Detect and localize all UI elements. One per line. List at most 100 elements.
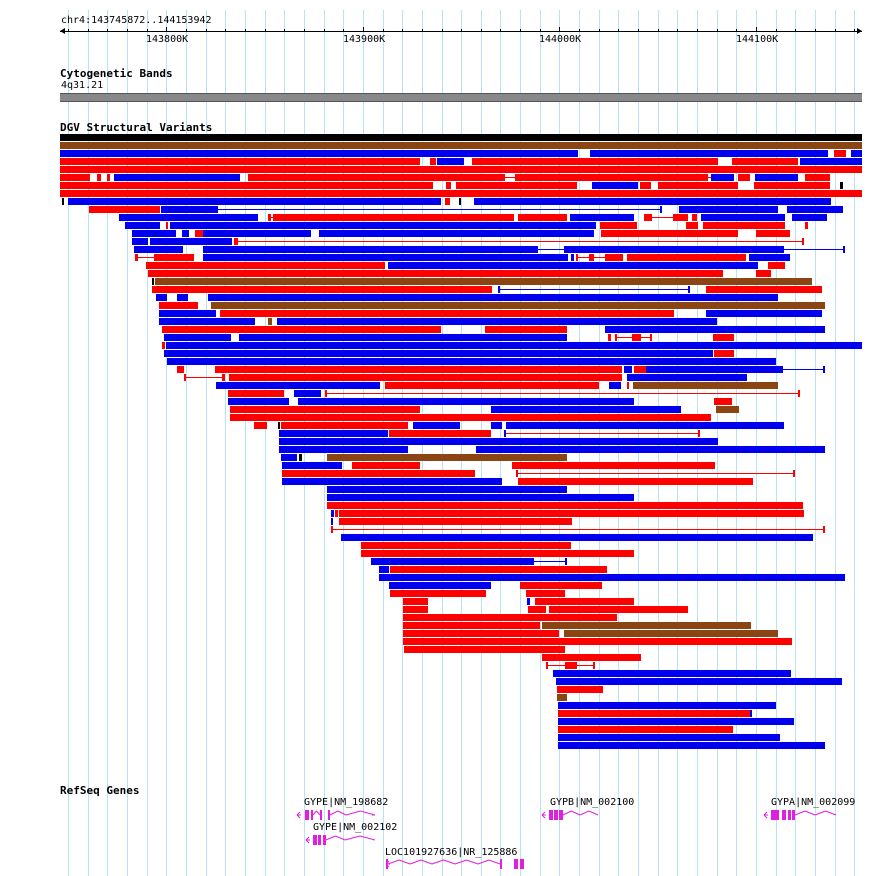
dgv-variant[interactable] — [159, 318, 255, 325]
dgv-variant[interactable] — [177, 366, 184, 373]
dgv-variant[interactable] — [125, 222, 160, 229]
dgv-variant[interactable] — [97, 174, 101, 181]
gene-exon[interactable] — [311, 810, 313, 820]
dgv-variant[interactable] — [403, 614, 617, 621]
dgv-variant[interactable] — [385, 382, 599, 389]
dgv-variant[interactable] — [542, 622, 751, 629]
dgv-variant[interactable] — [445, 198, 450, 205]
dgv-variant[interactable] — [184, 374, 186, 381]
dgv-variant[interactable] — [208, 294, 778, 301]
dgv-variant[interactable] — [589, 254, 594, 261]
dgv-variant[interactable] — [658, 182, 738, 189]
dgv-variant[interactable] — [716, 406, 739, 413]
dgv-variant[interactable] — [298, 398, 634, 405]
dgv-variant[interactable] — [229, 374, 622, 381]
dgv-variant[interactable] — [692, 214, 697, 221]
dgv-variant[interactable] — [325, 390, 327, 397]
dgv-variant[interactable] — [134, 246, 183, 253]
dgv-variant[interactable] — [512, 462, 715, 469]
gene-label-loc101927636[interactable]: LOC101927636|NR_125886 — [385, 847, 518, 858]
dgv-variant[interactable] — [162, 326, 441, 333]
dgv-variant[interactable] — [732, 158, 798, 165]
dgv-variant[interactable] — [228, 398, 289, 405]
dgv-variant[interactable] — [557, 686, 603, 693]
dgv-variant[interactable] — [714, 350, 734, 357]
dgv-variant[interactable] — [389, 582, 491, 589]
dgv-variant[interactable] — [805, 174, 830, 181]
dgv-variant[interactable] — [230, 406, 420, 413]
dgv-variant[interactable] — [182, 230, 189, 237]
dgv-variant[interactable] — [713, 334, 734, 341]
dgv-variant[interactable] — [698, 430, 700, 437]
dgv-variant[interactable] — [279, 446, 408, 453]
dgv-variant[interactable] — [787, 206, 843, 213]
dgv-variant[interactable] — [650, 334, 652, 341]
dgv-variant[interactable] — [281, 454, 297, 461]
dgv-variant[interactable] — [605, 326, 825, 333]
dgv-variant[interactable] — [60, 134, 862, 141]
dgv-variant[interactable] — [592, 182, 638, 189]
dgv-variant[interactable] — [277, 318, 717, 325]
gene-exon[interactable] — [788, 810, 791, 820]
dgv-variant[interactable] — [327, 494, 634, 501]
dgv-variant[interactable] — [282, 478, 502, 485]
dgv-variant[interactable] — [516, 470, 518, 477]
dgv-variant[interactable] — [339, 510, 804, 517]
dgv-variant[interactable] — [203, 230, 311, 237]
dgv-variant[interactable] — [164, 350, 713, 357]
dgv-variant[interactable] — [515, 174, 708, 181]
dgv-variant[interactable] — [549, 606, 688, 613]
dgv-variant[interactable] — [166, 222, 168, 229]
dgv-variant[interactable] — [840, 182, 843, 189]
dgv-variant[interactable] — [327, 502, 803, 509]
dgv-variant[interactable] — [430, 158, 436, 165]
dgv-variant[interactable] — [203, 254, 568, 261]
dgv-variant[interactable] — [107, 174, 110, 181]
dgv-variant[interactable] — [268, 214, 271, 221]
dgv-variant[interactable] — [331, 510, 334, 517]
dgv-variant[interactable] — [150, 238, 232, 245]
dgv-variant[interactable] — [279, 438, 718, 445]
dgv-variant[interactable] — [800, 158, 862, 165]
dgv-variant[interactable] — [843, 246, 845, 253]
dgv-variant[interactable] — [230, 414, 711, 421]
dgv-variant[interactable] — [749, 254, 790, 261]
dgv-variant[interactable] — [211, 302, 825, 309]
dgv-variant[interactable] — [558, 742, 825, 749]
dgv-variant[interactable] — [404, 646, 565, 653]
dgv-variant[interactable] — [627, 382, 629, 389]
dgv-variant[interactable] — [361, 542, 571, 549]
dgv-variant[interactable] — [615, 334, 617, 341]
gene-exon[interactable] — [320, 810, 322, 820]
dgv-variant[interactable] — [491, 406, 681, 413]
dgv-variant[interactable] — [526, 590, 565, 597]
dgv-variant[interactable] — [379, 574, 845, 581]
dgv-variant[interactable] — [403, 622, 540, 629]
dgv-variant[interactable] — [756, 270, 771, 277]
gene-exon[interactable] — [771, 810, 779, 820]
dgv-variant[interactable] — [456, 182, 577, 189]
gene-exon[interactable] — [313, 835, 317, 845]
gene-exon[interactable] — [386, 859, 388, 869]
dgv-variant[interactable] — [756, 230, 790, 237]
dgv-variant[interactable] — [352, 462, 420, 469]
dgv-variant[interactable] — [60, 190, 862, 197]
dgv-variant[interactable] — [388, 262, 758, 269]
dgv-variant[interactable] — [679, 206, 778, 213]
dgv-variant[interactable] — [161, 206, 218, 213]
gene-label-gype-1[interactable]: GYPE|NM_198682 — [304, 797, 389, 808]
dgv-variant[interactable] — [640, 182, 651, 189]
dgv-variant[interactable] — [60, 150, 578, 157]
dgv-variant[interactable] — [390, 566, 607, 573]
dgv-variant[interactable] — [203, 246, 538, 253]
dgv-variant[interactable] — [558, 710, 750, 717]
dgv-variant[interactable] — [331, 518, 333, 525]
gene-label-gype-2[interactable]: GYPE|NM_002102 — [313, 822, 398, 833]
cytoband-bar[interactable] — [60, 93, 862, 102]
dgv-variant[interactable] — [254, 422, 267, 429]
dgv-variant[interactable] — [294, 390, 321, 397]
dgv-variant[interactable] — [506, 422, 784, 429]
dgv-variant[interactable] — [711, 174, 734, 181]
dgv-variant[interactable] — [361, 550, 634, 557]
